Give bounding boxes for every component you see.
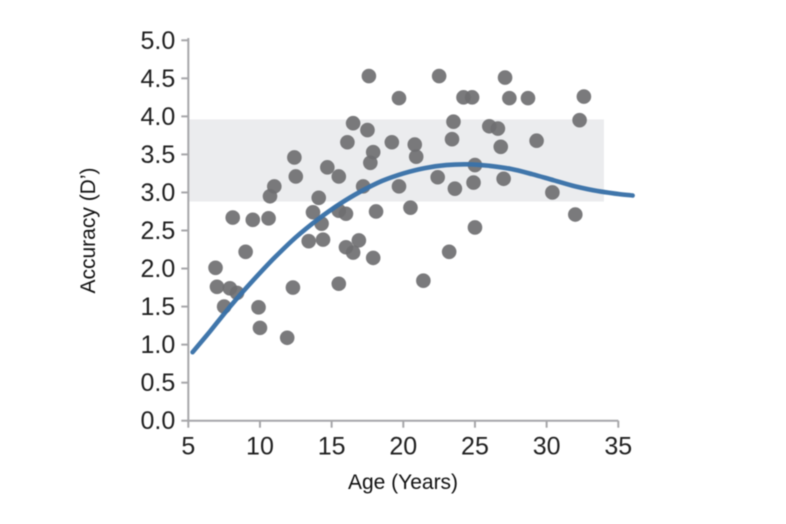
data-point [441,244,457,260]
x-tick-label: 25 [461,433,489,461]
data-point [361,68,377,84]
x-tick-label: 35 [604,433,632,461]
trend-curve-layer [190,161,635,355]
data-point [331,276,347,292]
x-axis-title: Age (Years) [348,471,458,494]
data-point [245,212,261,228]
data-point [444,131,460,147]
data-point [345,245,361,260]
data-point [447,181,463,196]
x-tick-label: 15 [318,433,346,461]
data-point [384,134,400,150]
y-tick-label: 5.0 [141,27,176,55]
data-point [301,233,316,249]
y-tick-label: 3.0 [141,179,176,207]
x-tick-label: 30 [533,433,561,461]
data-point [576,89,592,104]
data-point [331,169,347,184]
data-point [279,330,295,346]
data-point [403,200,418,215]
data-point [502,90,517,106]
data-point [311,190,327,206]
data-point [467,220,483,235]
data-point [365,250,381,266]
scatter-points-layer [208,68,592,346]
trend-curve [190,161,635,355]
data-point [285,280,301,295]
data-point [288,169,304,184]
data-point [345,115,361,131]
data-point [490,121,506,136]
data-point [368,204,384,219]
data-point [238,244,253,260]
data-point [391,90,407,106]
data-point [320,160,335,175]
data-point [446,114,461,130]
data-point [466,175,481,190]
data-point [408,149,424,165]
data-point [225,210,241,225]
data-point [464,90,480,105]
y-tick-label: 4.5 [141,65,176,93]
data-point [545,185,560,200]
data-point [338,206,354,222]
data-point [430,169,445,185]
data-point [340,134,355,150]
y-tick-label: 1.5 [141,293,176,321]
data-point [360,122,375,138]
data-point [251,300,266,315]
y-tick-label: 3.5 [141,141,176,169]
x-tick-label: 5 [181,433,195,461]
y-tick-label: 4.0 [141,103,176,131]
data-point [493,139,509,155]
data-point [287,150,302,165]
data-point [262,188,278,204]
data-point [497,70,513,85]
data-point [391,179,407,194]
data-point [305,204,321,220]
y-tick-label: 0.0 [141,407,176,435]
data-point [363,155,378,171]
data-point [431,68,447,84]
y-tick-label: 2.0 [141,255,176,283]
data-point [520,90,536,106]
y-axis-title: Accuracy (D’) [77,167,100,293]
data-point [252,320,268,336]
y-tick-label: 0.5 [141,369,176,397]
data-point [496,171,511,187]
data-point [315,232,331,247]
y-tick-label: 1.0 [141,331,176,359]
x-tick-label: 20 [389,433,417,461]
axes-layer: 0.0 0.5 1.0 1.5 2.0 2.5 3.0 3.5 4.0 4.5 5.0 5 10 15 20… [141,27,633,461]
data-point [351,233,367,248]
y-tick-label: 2.5 [141,217,176,245]
data-point [208,260,223,276]
data-point [407,137,423,152]
data-point [567,207,583,222]
data-point [572,112,587,128]
x-tick-label: 10 [246,433,274,461]
data-point [416,273,431,289]
data-point [529,133,544,149]
data-point [209,279,225,295]
data-point [261,211,276,226]
